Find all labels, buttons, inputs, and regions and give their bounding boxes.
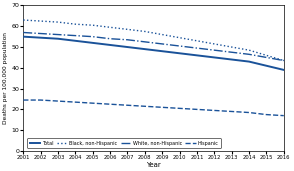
Y-axis label: Deaths per 100,000 population: Deaths per 100,000 population [4,32,9,124]
X-axis label: Year: Year [146,162,161,168]
Legend: Total, Black, non-Hispanic, White, non-Hispanic, Hispanic: Total, Black, non-Hispanic, White, non-H… [27,138,221,148]
